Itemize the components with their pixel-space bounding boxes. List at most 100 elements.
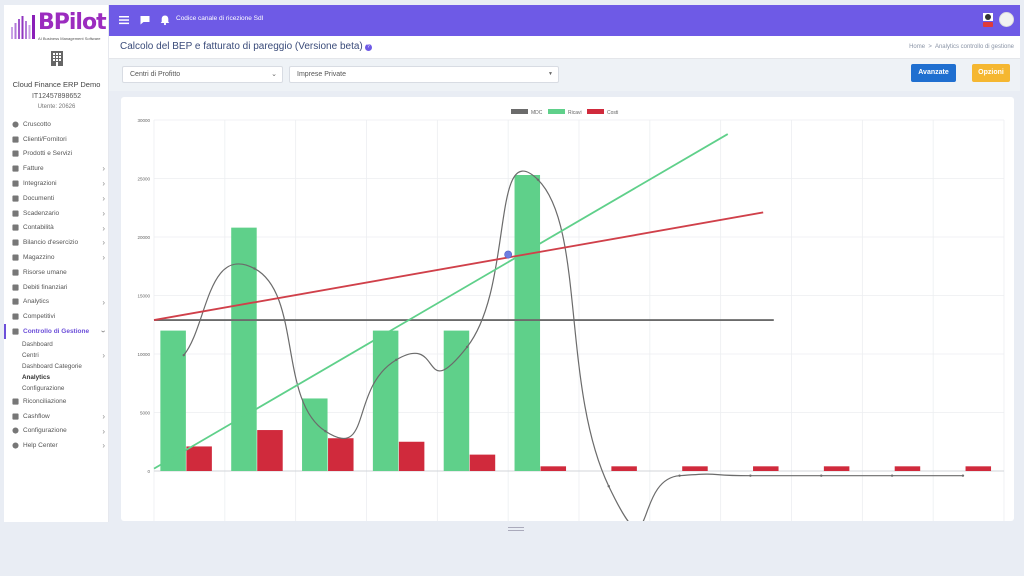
sidebar-item-help-center[interactable]: Help Center › (4, 438, 109, 453)
sidebar-item-label: Integrazioni (23, 180, 57, 188)
mdc-point (607, 485, 610, 488)
chevron-right-icon: › (102, 164, 105, 174)
y-tick-label: 0 (147, 469, 150, 474)
legend-swatch-ricavi (548, 109, 565, 114)
page-title: Calcolo del BEP e fatturato di pareggio … (120, 41, 372, 52)
chevron-right-icon: › (102, 350, 105, 360)
company-name: Cloud Finance ERP Demo (12, 80, 101, 89)
sidebar-item-controllo-di-gestione[interactable]: Controllo di Gestione › (4, 324, 109, 339)
sidebar-subitem-label: Configurazione (22, 384, 65, 392)
box-icon (12, 150, 19, 158)
brand-logo[interactable]: BPilot AI Business Management Software (10, 9, 108, 43)
mdc-point (890, 474, 894, 477)
breadcrumb-home[interactable]: Home (909, 44, 926, 50)
sidebar-item-label: Debiti finanziari (23, 283, 68, 291)
sidebar-item-label: Scadenzario (23, 209, 60, 217)
bar-ricavi (372, 330, 399, 471)
cashflow-icon (12, 413, 19, 420)
sidebar-item-label: Riconciliazione (23, 397, 67, 405)
help-icon[interactable]: ? (364, 44, 372, 51)
sidebar-item-label: Cashflow (23, 412, 50, 420)
bar-costi (753, 466, 779, 471)
topbar: Codice canale di ricezione SdI (109, 5, 1020, 36)
profit-center-select-value: Centri di Profitto (130, 71, 181, 78)
sidebar-item-analytics[interactable]: Analytics › (4, 295, 109, 310)
control-icon (12, 328, 19, 335)
mdc-point (465, 345, 469, 349)
bar-ricavi (231, 227, 257, 471)
client-type-select[interactable]: Imprese Private ▼ (289, 66, 559, 83)
options-button[interactable]: Opzioni (972, 64, 1010, 82)
mdc-point (961, 474, 965, 477)
chevron-right-icon: › (102, 179, 105, 189)
sidebar-subitem-label: Dashboard Categorie (22, 362, 82, 370)
bar-ricavi (160, 330, 186, 471)
sidebar-item-riconciliazione[interactable]: Riconciliazione (4, 394, 109, 409)
sidebar-item-debiti-finanziari[interactable]: Debiti finanziari (4, 280, 109, 295)
sidebar-subitem-dashboard[interactable]: Dashboard (4, 339, 109, 350)
mdc-point (324, 430, 327, 433)
bar-costi (328, 438, 354, 471)
sidebar-subitem-configurazione[interactable]: Configurazione (4, 383, 109, 394)
user-avatar[interactable] (999, 12, 1014, 27)
sidebar-item-cashflow[interactable]: Cashflow › (4, 409, 109, 424)
resize-handle[interactable] (508, 527, 524, 531)
sidebar-item-label: Magazzino (23, 254, 55, 262)
sidebar-item-prodotti-e-servizi[interactable]: Prodotti e Servizi (4, 147, 109, 162)
sidebar-item-fatture[interactable]: Fatture › (4, 161, 109, 176)
bar-ricavi (302, 398, 328, 471)
sidebar-item-competitivi[interactable]: Competitivi (4, 309, 109, 324)
gauge-icon (12, 121, 19, 128)
sidebar-subitem-analytics[interactable]: Analytics (4, 372, 109, 383)
sidebar-item-scadenzario[interactable]: Scadenzario › (4, 206, 109, 221)
sidebar-item-label: Prodotti e Servizi (23, 150, 73, 158)
sidebar-item-bilancio-d-esercizio[interactable]: Bilancio d'esercizio › (4, 235, 109, 250)
gear-icon (12, 427, 19, 434)
chat-icon[interactable] (139, 14, 151, 26)
sidebar-subitem-centri[interactable]: Centri › (4, 350, 109, 361)
sidebar-item-contabilit-[interactable]: Contabilità › (4, 221, 109, 236)
bar-costi (894, 466, 921, 471)
sidebar-item-configurazione[interactable]: Configurazione › (4, 424, 109, 439)
sidebar: BPilot AI Business Management Software C… (4, 5, 109, 522)
sidebar-item-label: Competitivi (23, 313, 56, 321)
balance-icon (12, 239, 19, 246)
sidebar-item-integrazioni[interactable]: Integrazioni › (4, 176, 109, 191)
bell-icon[interactable] (159, 14, 171, 26)
competitors-icon (12, 313, 19, 320)
bar-costi (540, 466, 567, 471)
sidebar-item-label: Help Center (23, 442, 58, 450)
sidebar-item-documenti[interactable]: Documenti › (4, 191, 109, 206)
sidebar-item-magazzino[interactable]: Magazzino › (4, 250, 109, 265)
legend-label-costi: Costi (607, 110, 618, 116)
notification-badge-icon[interactable] (981, 11, 995, 28)
menu-icon[interactable] (118, 14, 130, 26)
profit-center-select[interactable]: Centri di Profitto ⌄ (122, 66, 283, 83)
sidebar-item-cruscotto[interactable]: Cruscotto (4, 117, 109, 132)
bar-costi (682, 466, 708, 471)
sidebar-item-label: Risorse umane (23, 268, 67, 276)
company-vat: IT12457898652 (31, 93, 82, 100)
warehouse-icon (12, 254, 19, 261)
chevron-right-icon: › (102, 253, 105, 263)
chart-card: 30000 25000 20000 15000 10000 5000 0 MDC Ricavi C… (121, 97, 1014, 529)
debt-icon (12, 284, 19, 291)
sidebar-subitem-dashboard-categorie[interactable]: Dashboard Categorie (4, 361, 109, 372)
reconcile-icon (12, 398, 19, 405)
calendar-icon (12, 210, 19, 217)
sidebar-item-clienti-fornitori[interactable]: Clienti/Fornitori (4, 132, 109, 147)
mdc-point (678, 474, 681, 477)
chevron-right-icon: › (102, 297, 105, 307)
mdc-point (820, 474, 823, 477)
logo-text: BPilot (38, 10, 107, 35)
sidebar-item-risorse-umane[interactable]: Risorse umane (4, 265, 109, 280)
sidebar-subitem-label: Analytics (22, 373, 50, 381)
revenue-trend-line (153, 133, 729, 470)
mdc-point (182, 353, 185, 357)
advanced-button[interactable]: Avanzate (911, 64, 956, 82)
chevron-right-icon: › (102, 426, 105, 436)
invoice-icon (12, 165, 19, 172)
sdi-code-text[interactable]: Codice canale di ricezione SdI (176, 15, 264, 22)
chevron-right-icon: › (102, 411, 105, 421)
sidebar-item-label: Controllo di Gestione (23, 328, 90, 336)
